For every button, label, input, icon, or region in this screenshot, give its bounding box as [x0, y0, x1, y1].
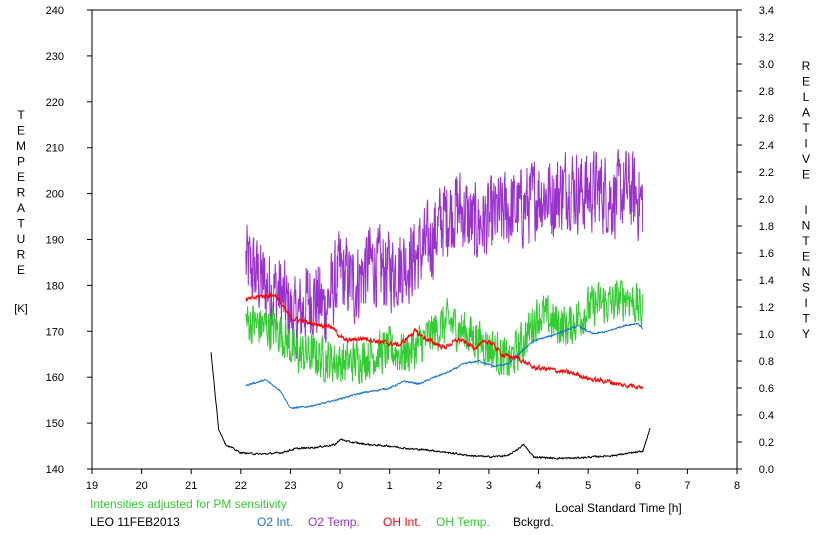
right-y-title-letter: N	[802, 265, 811, 279]
right-y-title-letter: L	[803, 90, 810, 104]
right-y-tick-label: 1.0	[759, 329, 774, 341]
left-y-title-letter: M	[16, 139, 26, 153]
x-tick-label: 20	[135, 480, 147, 492]
right-y-title-letter: T	[802, 234, 810, 248]
right-y-tick-label: 1.8	[759, 221, 774, 233]
right-y-title-letter: T	[802, 312, 810, 326]
left-y-title-letter: E	[17, 170, 25, 184]
right-y-tick-label: 1.6	[759, 248, 774, 260]
left-y-title-letter: R	[17, 186, 26, 200]
left-y-title-letter: T	[17, 217, 25, 231]
right-y-title-letter: I	[804, 137, 807, 151]
right-y-tick-label: 0.8	[759, 356, 774, 368]
x-tick-label: 8	[734, 480, 740, 492]
right-y-title-letter: E	[802, 168, 810, 182]
x-tick-label: 21	[185, 480, 197, 492]
legend-bckgrd: Bckgrd.	[513, 515, 554, 529]
left-y-title-letter: E	[17, 263, 25, 277]
x-tick-label: 22	[235, 480, 247, 492]
right-y-tick-label: 2.8	[759, 86, 774, 98]
series-layer	[210, 149, 651, 460]
left-y-tick-label: 210	[46, 143, 64, 155]
series-line-bckgrd	[210, 352, 651, 460]
right-y-tick-label: 1.2	[759, 302, 774, 314]
right-y-title-letter: I	[804, 296, 807, 310]
legend-oh-int: OH Int.	[383, 515, 421, 529]
x-axis: 19 20 21 22 23 0 1 2 3 4 5 6 7 8	[86, 469, 740, 492]
x-tick-label: 19	[86, 480, 98, 492]
legend-o2-temp: O2 Temp.	[308, 515, 360, 529]
left-y-tick-label: 200	[46, 189, 64, 201]
series-line-oh-int	[245, 291, 644, 391]
left-y-tick-label: 170	[46, 326, 64, 338]
pm-sensitivity-note: Intensities adjusted for PM sensitivity	[90, 497, 287, 511]
left-y-tick-label: 150	[46, 418, 64, 430]
x-tick-label: 4	[535, 480, 541, 492]
series-line-o2-int	[245, 322, 644, 410]
right-y-title-letter: E	[802, 75, 810, 89]
right-y-title-letter: S	[802, 281, 810, 295]
right-y-title-letter: N	[802, 219, 811, 233]
station-label: LEO 11FEB2013	[90, 515, 180, 529]
series-line-o2-temp	[245, 149, 644, 359]
left-y-tick-label: 180	[46, 280, 64, 292]
right-y-title-letter: A	[802, 106, 810, 120]
right-y-tick-label: 0.0	[759, 464, 774, 476]
left-y-title-letter: A	[17, 201, 25, 215]
right-y-tick-label: 3.4	[759, 5, 774, 17]
left-y-title-letter: U	[17, 232, 26, 246]
left-y-axis: 140 150 160 170 180 190 200 210 220 230 240	[46, 5, 92, 476]
right-y-axis: 0.0 0.2 0.4 0.6 0.8 1.0 1.2 1.4 1.6 1.8 2.0 2.2 2.4 2…	[737, 5, 774, 476]
x-tick-label: 7	[684, 480, 690, 492]
left-y-title-letter: P	[17, 155, 25, 169]
right-y-title-letter: R	[802, 59, 811, 73]
x-tick-label: 0	[337, 480, 343, 492]
right-y-tick-label: 0.6	[759, 383, 774, 395]
left-y-title-letter: E	[17, 124, 25, 138]
left-y-tick-label: 230	[46, 51, 64, 63]
x-tick-label: 23	[284, 480, 296, 492]
left-y-tick-label: 190	[46, 235, 64, 247]
x-tick-label: 3	[486, 480, 492, 492]
right-y-title-letter: T	[802, 121, 810, 135]
legend: O2 Int. O2 Temp. OH Int. OH Temp. Bckgrd…	[257, 515, 554, 529]
right-y-tick-label: 2.4	[759, 140, 774, 152]
right-y-tick-label: 2.2	[759, 167, 774, 179]
left-y-axis-unit: [K]	[14, 303, 27, 315]
left-y-tick-label: 220	[46, 97, 64, 109]
right-y-title-letter: Y	[802, 327, 810, 341]
right-y-title-letter: I	[804, 203, 807, 217]
series-line-oh-temp	[245, 279, 644, 385]
right-y-tick-label: 0.4	[759, 410, 774, 422]
x-axis-label: Local Standard Time [h]	[555, 501, 682, 515]
x-tick-label: 6	[635, 480, 641, 492]
right-y-tick-label: 3.2	[759, 32, 774, 44]
right-y-title-letter: V	[802, 152, 810, 166]
left-y-title-letter: R	[17, 248, 26, 262]
left-y-tick-label: 240	[46, 5, 64, 17]
x-tick-label: 2	[436, 480, 442, 492]
left-y-tick-label: 160	[46, 372, 64, 384]
right-y-tick-label: 3.0	[759, 59, 774, 71]
right-y-tick-label: 0.2	[759, 437, 774, 449]
right-y-tick-label: 2.6	[759, 113, 774, 125]
left-y-title-letter: T	[17, 108, 25, 122]
legend-o2-int: O2 Int.	[257, 515, 293, 529]
right-y-title-letter: E	[802, 250, 810, 264]
left-y-tick-label: 140	[46, 464, 64, 476]
right-y-tick-label: 1.4	[759, 275, 774, 287]
right-y-tick-label: 2.0	[759, 194, 774, 206]
x-tick-label: 5	[585, 480, 591, 492]
x-tick-label: 1	[387, 480, 393, 492]
legend-oh-temp: OH Temp.	[436, 515, 490, 529]
